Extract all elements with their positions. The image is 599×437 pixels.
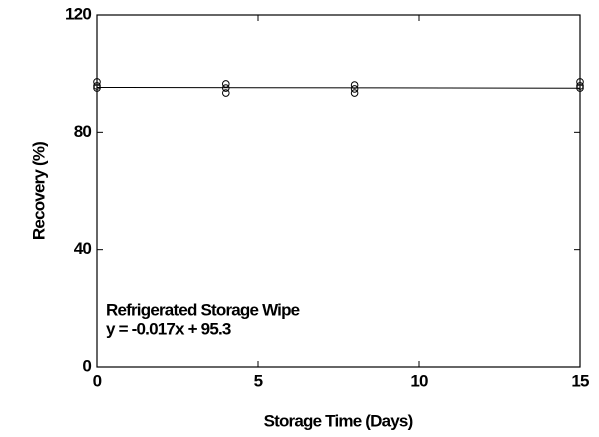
- x-axis-label: Storage Time (Days): [264, 411, 413, 430]
- y-tick-label: 120: [65, 4, 91, 23]
- point: [350, 81, 359, 89]
- point: [222, 80, 230, 88]
- point: [222, 89, 230, 97]
- point: [93, 84, 101, 92]
- x-tick-label: 10: [410, 371, 428, 390]
- point: [576, 84, 584, 92]
- x-tick-label: 15: [571, 371, 589, 390]
- x-tick-label: 5: [254, 371, 263, 390]
- trendline: [96, 86, 581, 89]
- annotation: y = -0.017x + 95.3: [106, 319, 231, 338]
- point: [350, 89, 359, 97]
- y-tick-label: 0: [82, 356, 91, 375]
- point: [350, 85, 359, 93]
- y-tick-label: 40: [74, 239, 92, 258]
- x-tick-label: 0: [93, 371, 102, 390]
- y-tick-label: 80: [74, 122, 92, 141]
- plot-frame: [96, 14, 581, 368]
- point: [576, 82, 584, 90]
- point: [222, 84, 230, 92]
- annotation: Refrigerated Storage Wipe: [106, 300, 300, 319]
- point: [93, 82, 101, 90]
- y-axis-label: Recovery (%): [29, 142, 48, 240]
